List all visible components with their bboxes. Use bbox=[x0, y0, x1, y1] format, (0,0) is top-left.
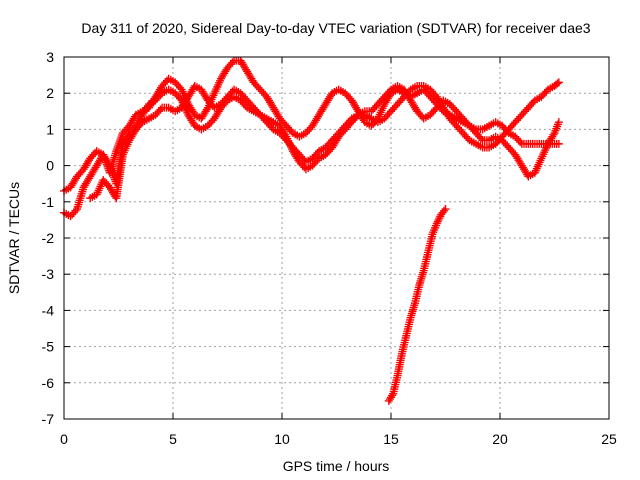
x-tick-label: 5 bbox=[169, 431, 177, 447]
data-point bbox=[228, 58, 237, 67]
x-tick-label: 0 bbox=[60, 431, 68, 447]
data-point bbox=[388, 391, 397, 400]
data-point bbox=[554, 78, 563, 87]
y-tick-label: -4 bbox=[42, 302, 55, 318]
data-point bbox=[435, 214, 444, 223]
x-tick-label: 15 bbox=[383, 431, 399, 447]
x-tick-label: 25 bbox=[601, 431, 617, 447]
data-point bbox=[104, 159, 113, 168]
data-point bbox=[553, 79, 562, 88]
data-point bbox=[156, 105, 165, 114]
data-point bbox=[433, 217, 442, 226]
y-tick-label: -2 bbox=[42, 230, 55, 246]
y-axis-label: SDTVAR / TECUs bbox=[6, 182, 22, 294]
chart-title: Day 311 of 2020, Sidereal Day-to-day VTE… bbox=[81, 20, 590, 36]
x-tick-label: 20 bbox=[492, 431, 508, 447]
y-tick-label: -5 bbox=[42, 339, 55, 355]
data-point bbox=[554, 118, 563, 127]
data-point bbox=[554, 139, 563, 148]
grid-lines bbox=[64, 57, 609, 419]
data-point bbox=[440, 206, 449, 215]
y-tick-label: 2 bbox=[46, 85, 54, 101]
y-tick-label: 0 bbox=[46, 158, 54, 174]
data-point bbox=[432, 219, 441, 228]
x-tick-label: 10 bbox=[274, 431, 290, 447]
data-point bbox=[476, 134, 485, 143]
data-point bbox=[434, 215, 443, 224]
y-tick-label: -3 bbox=[42, 266, 55, 282]
axis-ticks: 0 5 10 15 20 25 -7 -6 -5 -4 -3 -2 -1 0 1 2 3 bbox=[42, 49, 617, 447]
data-point bbox=[441, 205, 450, 214]
y-tick-label: -7 bbox=[42, 411, 55, 427]
y-tick-label: -1 bbox=[42, 194, 55, 210]
y-tick-label: 3 bbox=[46, 49, 54, 65]
y-tick-label: -6 bbox=[42, 375, 55, 391]
y-tick-label: 1 bbox=[46, 121, 54, 137]
data-points bbox=[60, 56, 563, 405]
x-axis-label: GPS time / hours bbox=[283, 458, 390, 474]
data-point bbox=[516, 138, 525, 147]
data-point bbox=[549, 130, 558, 139]
